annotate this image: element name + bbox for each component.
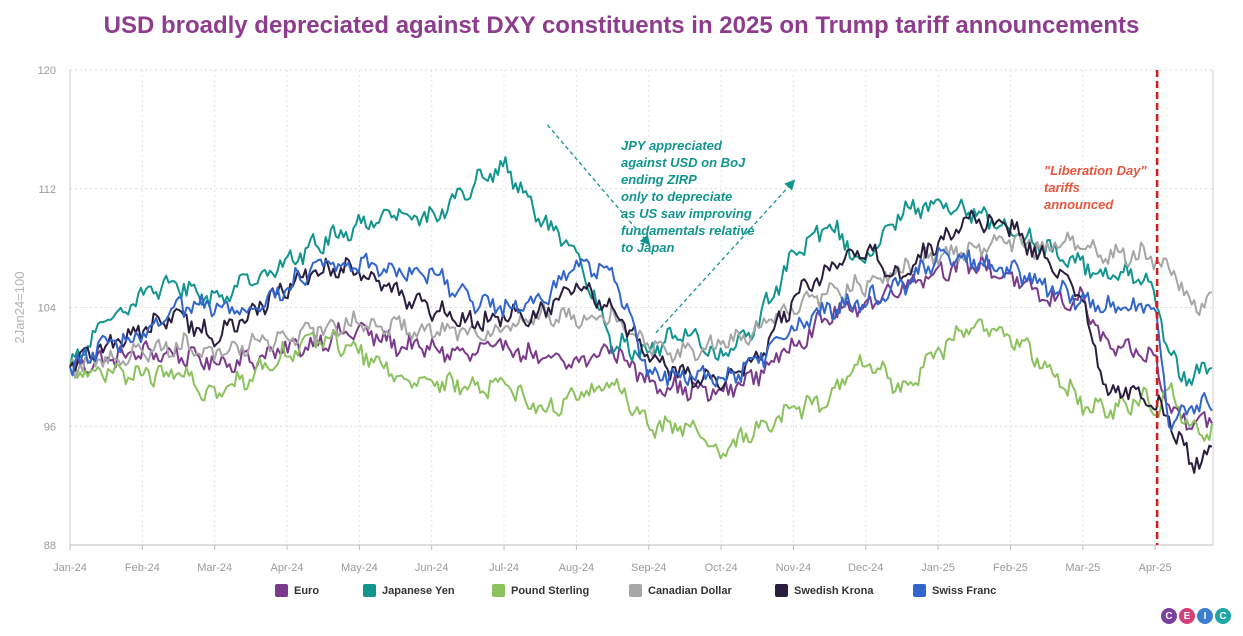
event-annotation-text: tariffs bbox=[1044, 180, 1080, 195]
legend-swatch bbox=[775, 584, 788, 597]
annotations: "Liberation Day" tariffs announced JPY appr… bbox=[546, 70, 1159, 545]
x-tick-label: Dec-24 bbox=[848, 562, 883, 574]
x-tick-label: Apr-24 bbox=[271, 562, 304, 574]
legend-label: Swedish Krona bbox=[794, 584, 874, 597]
ceic-logo: C E I C bbox=[1161, 608, 1231, 624]
x-tick-label: Jul-24 bbox=[489, 562, 519, 574]
series-line-euro bbox=[69, 252, 1213, 431]
x-tick-label: Mar-24 bbox=[197, 562, 232, 574]
series-line-swiss-franc bbox=[69, 246, 1213, 431]
legend-item-euro[interactable]: Euro bbox=[275, 584, 319, 597]
annotation-arrow-2 bbox=[655, 179, 796, 334]
x-tick-label: Apr-25 bbox=[1139, 562, 1172, 574]
legend-label: Pound Sterling bbox=[511, 584, 590, 597]
x-tick-label: Feb-24 bbox=[125, 562, 160, 574]
y-tick-label: 88 bbox=[44, 540, 56, 552]
legend-item-japanese-yen[interactable]: Japanese Yen bbox=[363, 584, 455, 597]
series-line-canadian-dollar bbox=[69, 231, 1213, 379]
jpy-annotation-text: JPY appreciated bbox=[621, 138, 723, 153]
logo-letter: C bbox=[1215, 608, 1231, 624]
jpy-annotation-text: to Japan bbox=[621, 240, 675, 255]
x-tick-label: Jan-25 bbox=[921, 562, 955, 574]
y-tick-label: 120 bbox=[38, 65, 56, 77]
legend-label: Japanese Yen bbox=[382, 584, 455, 597]
legend-swatch bbox=[913, 584, 926, 597]
legend-item-pound-sterling[interactable]: Pound Sterling bbox=[492, 584, 589, 597]
x-tick-label: Nov-24 bbox=[776, 562, 811, 574]
legend-item-swiss-franc[interactable]: Swiss Franc bbox=[913, 584, 996, 597]
legend-swatch bbox=[275, 584, 288, 597]
jpy-annotation-text: against USD on BoJ bbox=[621, 155, 746, 170]
y-tick-label: 112 bbox=[38, 184, 56, 196]
jpy-annotation-text: only to depreciate bbox=[621, 189, 732, 204]
y-axis-label: 2Jan24=100 bbox=[12, 272, 27, 344]
x-tick-label: Aug-24 bbox=[559, 562, 594, 574]
logo-letter: E bbox=[1179, 608, 1195, 624]
logo-letter: I bbox=[1197, 608, 1213, 624]
x-tick-label: Mar-25 bbox=[1065, 562, 1100, 574]
jpy-annotation-text: as US saw improving bbox=[621, 206, 752, 221]
event-annotation-text: "Liberation Day" bbox=[1044, 163, 1147, 178]
logo-letter: C bbox=[1161, 608, 1177, 624]
y-tick-label: 104 bbox=[38, 303, 56, 315]
legend-swatch bbox=[629, 584, 642, 597]
x-tick-label: Oct-24 bbox=[705, 562, 738, 574]
legend-label: Swiss Franc bbox=[932, 584, 997, 597]
x-tick-label: Feb-25 bbox=[993, 562, 1028, 574]
annotation-arrow-1 bbox=[546, 124, 651, 246]
series-lines bbox=[69, 156, 1213, 474]
chart-title: USD broadly depreciated against DXY cons… bbox=[103, 12, 1140, 39]
legend-label: Euro bbox=[294, 584, 320, 597]
jpy-annotation-text: ending ZIRP bbox=[621, 172, 697, 187]
axes: 88 96 104 112 120 Jan-24 Feb-24 Mar-24 Apr-24 May… bbox=[12, 65, 1214, 574]
x-tick-label: May-24 bbox=[341, 562, 378, 574]
series-line-pound-sterling bbox=[69, 318, 1213, 460]
jpy-annotation-text: fundamentals relative bbox=[621, 223, 755, 238]
legend-item-swedish-krona[interactable]: Swedish Krona bbox=[775, 584, 873, 597]
y-tick-label: 96 bbox=[44, 421, 56, 433]
series-line-swedish-krona bbox=[69, 209, 1213, 474]
x-tick-label: Sep-24 bbox=[631, 562, 666, 574]
event-annotation-text: announced bbox=[1044, 197, 1114, 212]
legend-label: Canadian Dollar bbox=[648, 584, 732, 597]
legend-swatch bbox=[492, 584, 505, 597]
x-tick-label: Jun-24 bbox=[415, 562, 449, 574]
x-tick-label: Jan-24 bbox=[53, 562, 87, 574]
legend-swatch bbox=[363, 584, 376, 597]
legend-item-canadian-dollar[interactable]: Canadian Dollar bbox=[629, 584, 732, 597]
